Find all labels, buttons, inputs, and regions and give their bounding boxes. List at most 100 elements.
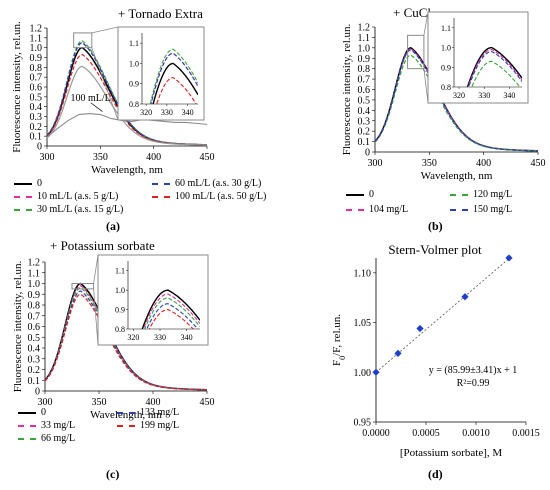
legend-c-item-2: 66 mg/L <box>18 433 75 444</box>
y-tick-label-d-3: 1.10 <box>354 268 372 279</box>
data-point-d-3 <box>461 293 469 301</box>
x-tick-label-b-3: 450 <box>531 158 546 169</box>
inset-frame-a <box>117 26 205 121</box>
y-tick-label-c-10: 1.0 <box>28 279 41 290</box>
y-tick-label-b-12: 1.2 <box>358 23 371 34</box>
y-tick-label-a-10: 1.0 <box>30 43 43 54</box>
y-tick-label-a-8: 0.8 <box>30 63 43 74</box>
y-tick-label-c-12: 1.2 <box>28 258 41 269</box>
y-tick-label-c-3: 0.3 <box>28 354 41 365</box>
series-line-c-4 <box>44 293 208 391</box>
legend-b-item-3: 150 mg/L <box>450 204 512 215</box>
y-tick-label-c-2: 0.2 <box>28 365 41 376</box>
y-tick-label-b-8: 0.8 <box>358 64 371 75</box>
inset-y-tick-label-b-0: 0.8 <box>441 83 451 92</box>
panel-letter-c: (c) <box>106 467 120 481</box>
legend-b-swatch-1 <box>346 208 364 211</box>
fit-r2-d: R²=0.99 <box>457 378 490 389</box>
legend-b-item-2: 120 mg/L <box>450 189 512 200</box>
chart-title-a: + Tornado Extra <box>118 6 203 21</box>
y-tick-label-b-2: 0.2 <box>358 127 371 138</box>
x-tick-label-a-1: 350 <box>93 152 108 163</box>
y-tick-label-c-11: 1.1 <box>28 268 41 279</box>
y-tick-label-c-0: 0 <box>35 387 40 398</box>
inset-frame-c <box>97 254 209 346</box>
x-tick-label-d-1: 0.0005 <box>412 428 440 439</box>
inset-y-tick-label-a-3: 1.1 <box>129 39 139 48</box>
y-tick-label-a-0: 0 <box>37 142 42 153</box>
legend-a-label-4: 100 mL/L (a.s. 50 g/L) <box>175 191 267 202</box>
legend-b-label-1: 104 mg/L <box>369 204 409 215</box>
y-tick-label-c-8: 0.8 <box>28 301 41 312</box>
x-tick-label-c-0: 300 <box>38 397 53 408</box>
panel-d: Stern-Volmer plot 0.95 1.00 1.05 1.10 0.0000 0… <box>331 242 540 459</box>
y-tick-label-a-11: 1.1 <box>30 33 43 44</box>
y-tick-label-a-4: 0.4 <box>30 102 43 113</box>
inset-y-tick-label-c-0: 0.8 <box>115 325 125 334</box>
legend-b-label-2: 120 mg/L <box>473 189 513 200</box>
inset-x-tick-label-a-0: 320 <box>140 108 152 117</box>
x-axis-label-c: Wavelength, nm <box>90 409 162 421</box>
legend-c-item-3: 133 mg/L <box>117 407 179 418</box>
legend-c-swatch-2 <box>18 437 36 440</box>
y-tick-label-a-12: 1.2 <box>30 24 43 35</box>
legend-c-label-2: 66 mg/L <box>41 433 76 444</box>
y-tick-label-b-9: 0.9 <box>358 54 371 65</box>
legend-b-swatch-3 <box>450 208 468 211</box>
legend-b-item-0: 0 <box>346 189 374 200</box>
panel-a: 00.10.20.30.40.50.60.70.80.91.01.11.2300… <box>11 6 215 176</box>
y-tick-label-d-1: 1.00 <box>354 368 372 379</box>
y-tick-label-c-9: 0.9 <box>28 290 41 301</box>
inset-y-tick-label-a-2: 1.0 <box>129 59 139 68</box>
x-tick-label-d-2: 0.0010 <box>462 428 490 439</box>
zoom-connector-bottom-b <box>423 68 429 104</box>
legend-c-swatch-0 <box>18 411 36 414</box>
inset-series-line-c-4 <box>148 309 194 329</box>
inset-x-tick-label-b-2: 340 <box>503 91 515 100</box>
zoom-connector-top-b <box>423 11 429 36</box>
fit-equation-d: y = (85.99±3.41)x + 1 <box>429 365 517 376</box>
inset-series-line-b-0 <box>466 46 522 87</box>
legend-a-swatch-4 <box>152 195 170 198</box>
legend-b-label-3: 150 mg/L <box>473 204 513 215</box>
series-line-a-5 <box>46 65 208 146</box>
legend-a-label-1: 10 mL/L (a.s. 5 g/L) <box>37 191 119 202</box>
legend-c-swatch-4 <box>117 424 135 427</box>
legend-c-label-0: 0 <box>41 407 46 418</box>
zoom-box-c <box>71 283 95 290</box>
legend-a-label-2: 30 mL/L (a.s. 15 g/L) <box>37 204 124 215</box>
x-tick-label-d-3: 0.0015 <box>512 428 540 439</box>
zoom-connector-bottom-c <box>93 288 99 346</box>
y-tick-label-c-1: 0.1 <box>28 376 41 387</box>
legend-b-item-1: 104 mg/L <box>346 204 408 215</box>
inset-x-tick-label-b-1: 330 <box>478 91 490 100</box>
inset-series-line-c-1 <box>142 293 200 329</box>
y-tick-label-b-6: 0.6 <box>358 85 371 96</box>
x-tick-label-b-2: 400 <box>476 158 491 169</box>
inset-y-tick-label-c-1: 0.9 <box>115 306 125 315</box>
legend-a-swatch-2 <box>14 208 32 211</box>
series-line-b-3 <box>374 49 539 152</box>
data-point-d-4 <box>505 254 513 262</box>
inset-y-tick-label-c-2: 1.0 <box>115 286 125 295</box>
x-axis-label-a: Wavelength, nm <box>91 164 163 176</box>
y-tick-label-c-5: 0.5 <box>28 333 41 344</box>
series-line-a-4 <box>46 53 208 146</box>
inset-series-line-a-2 <box>149 48 198 104</box>
legend-a-item-1: 10 mL/L (a.s. 5 g/L) <box>14 191 118 202</box>
panel-c: 00.10.20.30.40.50.60.70.80.91.01.11.2300… <box>12 238 215 421</box>
y-tick-label-a-2: 0.2 <box>30 122 43 133</box>
inset-series-line-a-0 <box>152 62 198 104</box>
inset-frame-b <box>427 11 529 104</box>
x-axis-label-d: [Potassium sorbate], M <box>400 447 503 459</box>
y-tick-label-b-3: 0.3 <box>358 116 371 127</box>
y-tick-label-c-4: 0.4 <box>28 344 41 355</box>
series-line-b-2 <box>374 54 539 152</box>
x-tick-label-c-1: 350 <box>92 397 107 408</box>
y-tick-label-a-7: 0.7 <box>30 73 43 84</box>
legend-c-item-4: 199 mg/L <box>117 420 179 431</box>
x-tick-label-c-2: 400 <box>146 397 161 408</box>
legend-c-swatch-3 <box>117 411 135 414</box>
